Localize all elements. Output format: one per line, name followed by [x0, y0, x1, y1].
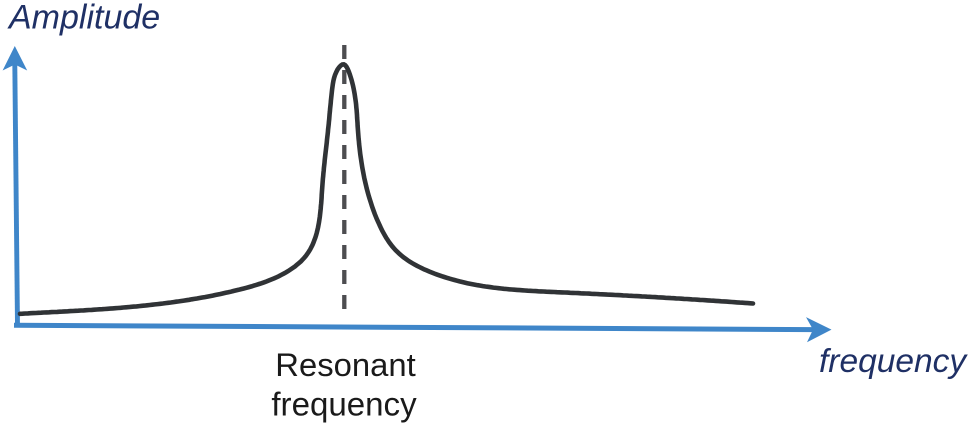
svg-text:Resonant: Resonant [275, 346, 415, 383]
svg-text:Amplitude: Amplitude [7, 0, 160, 37]
svg-text:frequency: frequency [271, 387, 417, 424]
svg-text:frequency: frequency [819, 343, 968, 380]
